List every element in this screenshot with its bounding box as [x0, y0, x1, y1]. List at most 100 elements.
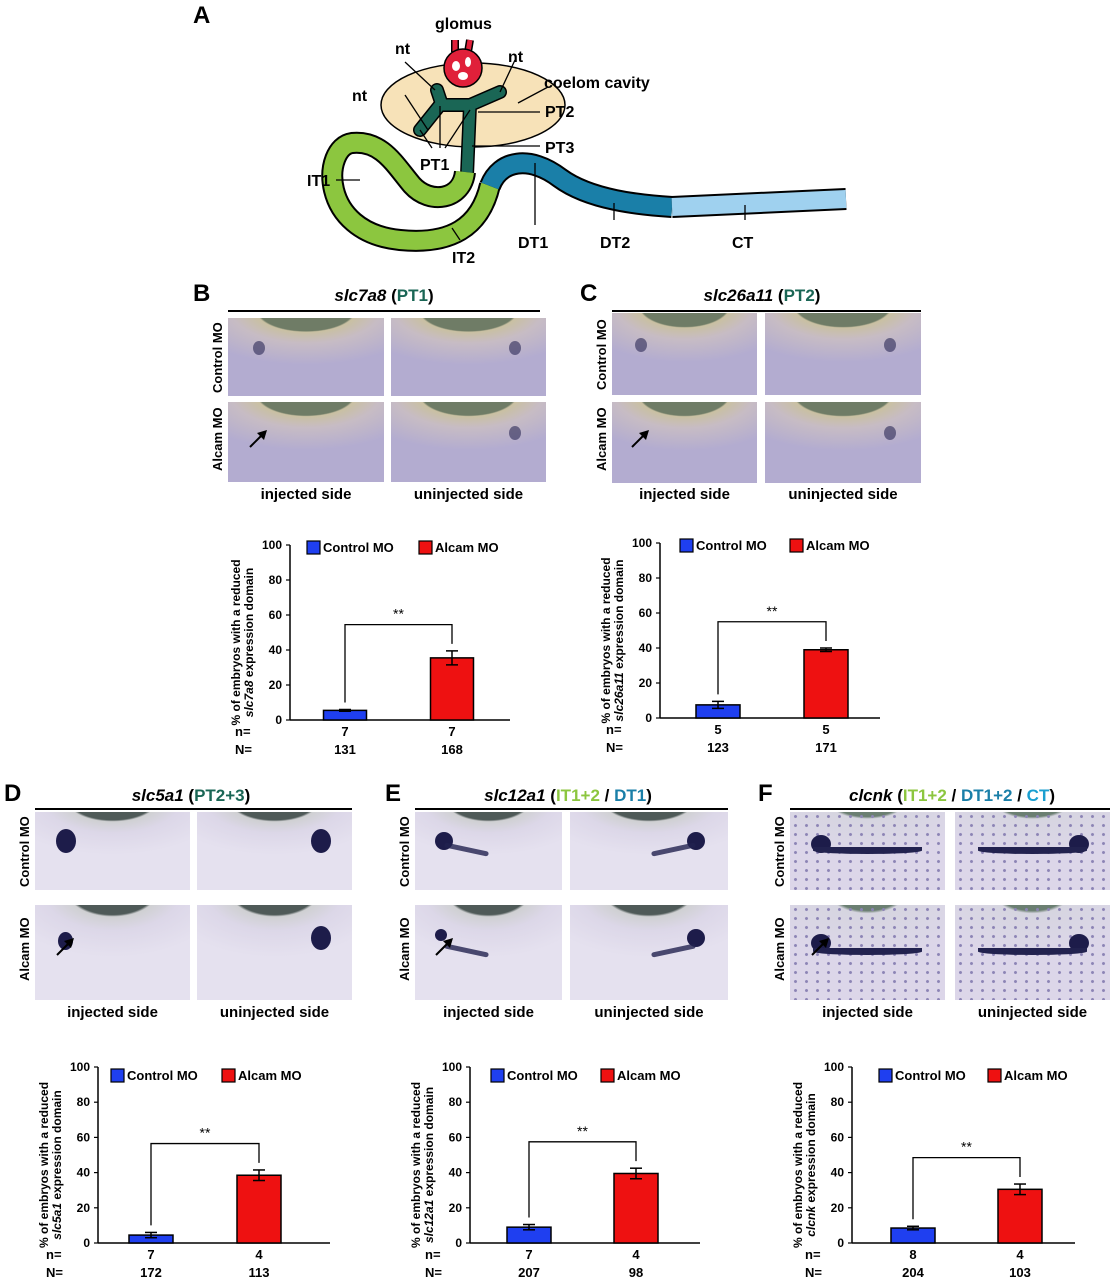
N-value: 207 [518, 1265, 540, 1280]
n-value: 8 [909, 1247, 916, 1262]
stain-tube [651, 842, 697, 857]
y-tick-label: 100 [70, 1060, 90, 1074]
gene-name: slc5a1 [50, 1203, 64, 1240]
row-label: Alcam MO [210, 407, 225, 471]
stain-tube [978, 847, 1087, 855]
embryo-photo [35, 905, 190, 1000]
y-tick-label: 100 [442, 1060, 462, 1074]
stain-tube [978, 947, 1087, 955]
n-value: 7 [525, 1247, 532, 1262]
y-axis-label-suffix: expression domain [242, 568, 256, 681]
n-label: n= [606, 722, 622, 737]
nephron-diagram: glomus nt nt nt coelom cavity PT2 PT3 PT… [307, 16, 847, 267]
legend-label: Control MO [696, 538, 767, 553]
y-tick-label: 0 [275, 713, 282, 727]
region-label: DT1 [614, 786, 647, 805]
proximal-tubule [413, 83, 507, 182]
side-label: uninjected side [594, 1004, 704, 1021]
embryo-photo [228, 318, 384, 396]
stain-mark [687, 928, 706, 947]
stain-mark [253, 341, 266, 356]
panel-title: slc26a11 (PT2) [704, 286, 821, 306]
region-label: IT1+2 [555, 786, 600, 805]
N-value: 168 [441, 742, 463, 757]
paren: ( [545, 786, 556, 805]
n-label: n= [805, 1247, 821, 1262]
title-rule [35, 808, 352, 810]
y-tick-label: 40 [77, 1166, 91, 1180]
region-label: PT2+3 [194, 786, 245, 805]
region-label: PT2 [783, 286, 815, 305]
label-dt1: DT1 [518, 235, 548, 252]
y-axis-label-2: slc26a11 expression domain [612, 560, 626, 722]
stain-mark [883, 426, 896, 441]
y-tick-label: 80 [77, 1095, 91, 1109]
bar-chart-f: 0 20 40 60 80 100 8 204 4 103 n= N= ** Control MO Alca… [791, 1060, 1075, 1280]
legend-label: Alcam MO [238, 1068, 302, 1083]
N-value: 204 [902, 1265, 924, 1280]
side-label: uninjected side [413, 486, 524, 503]
embryo-photo [765, 313, 921, 395]
n-value: 5 [822, 722, 829, 737]
significance-label: ** [200, 1125, 211, 1141]
label-it1: IT1 [307, 173, 330, 190]
side-label: injected side [67, 1004, 158, 1021]
embryo-photo [228, 402, 384, 482]
y-tick-label: 100 [262, 538, 282, 552]
N-label: N= [46, 1265, 63, 1280]
label-nt: nt [508, 49, 524, 66]
legend-swatch [878, 1068, 893, 1083]
arrow-icon [810, 937, 829, 956]
y-axis-label-suffix: expression domain [804, 1093, 818, 1206]
glomus-icon [443, 39, 483, 88]
stain-tube [813, 947, 922, 955]
gene-name: slc7a8 [334, 286, 387, 305]
N-label: N= [606, 740, 623, 755]
y-tick-label: 100 [632, 536, 652, 550]
legend-swatch [418, 540, 433, 555]
bar-control-mo [695, 704, 741, 719]
n-value: 7 [341, 724, 348, 739]
legend-label: Alcam MO [435, 540, 499, 555]
label-nt: nt [395, 41, 411, 58]
gene-name: slc12a1 [422, 1199, 436, 1243]
embryo-photo [391, 318, 546, 396]
y-tick-label: 20 [639, 676, 653, 690]
y-tick-label: 60 [639, 606, 653, 620]
stain-mark [435, 928, 448, 941]
gene-name: slc5a1 [131, 786, 184, 805]
legend-label: Control MO [895, 1068, 966, 1083]
embryo-photo [197, 905, 352, 1000]
significance-bracket [150, 1142, 260, 1226]
n-label: n= [46, 1247, 62, 1262]
panel-letter-e: E [385, 780, 402, 807]
significance-bracket [717, 621, 827, 695]
panel-title: slc12a1 (IT1+2 / DT1) [484, 786, 652, 806]
region-label: IT1+2 [902, 786, 947, 805]
row-label: Control MO [210, 322, 225, 393]
y-tick-label: 20 [449, 1201, 463, 1215]
N-label: N= [805, 1265, 822, 1280]
N-label: N= [425, 1265, 442, 1280]
bar-alcam-mo [803, 649, 849, 719]
stain-tube [813, 847, 922, 855]
y-axis-label-2: slc5a1 expression domain [50, 1090, 64, 1239]
row-label: Alcam MO [772, 917, 787, 982]
stain-tube [444, 842, 490, 857]
panel-title: slc7a8 (PT1) [334, 286, 433, 306]
legend-label: Control MO [507, 1068, 578, 1083]
y-axis-label: % of embryos with a reduced [37, 1082, 51, 1248]
bar-control-mo [322, 709, 368, 721]
y-axis-label: % of embryos with a reduced [791, 1082, 805, 1248]
arrow-icon [249, 430, 267, 448]
paren: ( [773, 286, 784, 305]
side-label: injected side [443, 1004, 534, 1021]
side-label: uninjected side [788, 486, 898, 503]
legend-swatch [221, 1068, 236, 1083]
legend-label: Alcam MO [806, 538, 870, 553]
legend-swatch [789, 538, 804, 553]
legend-swatch [600, 1068, 615, 1083]
label-pt1: PT1 [420, 157, 449, 174]
embryo-photo [765, 402, 921, 483]
bar-control-mo [890, 1227, 936, 1244]
